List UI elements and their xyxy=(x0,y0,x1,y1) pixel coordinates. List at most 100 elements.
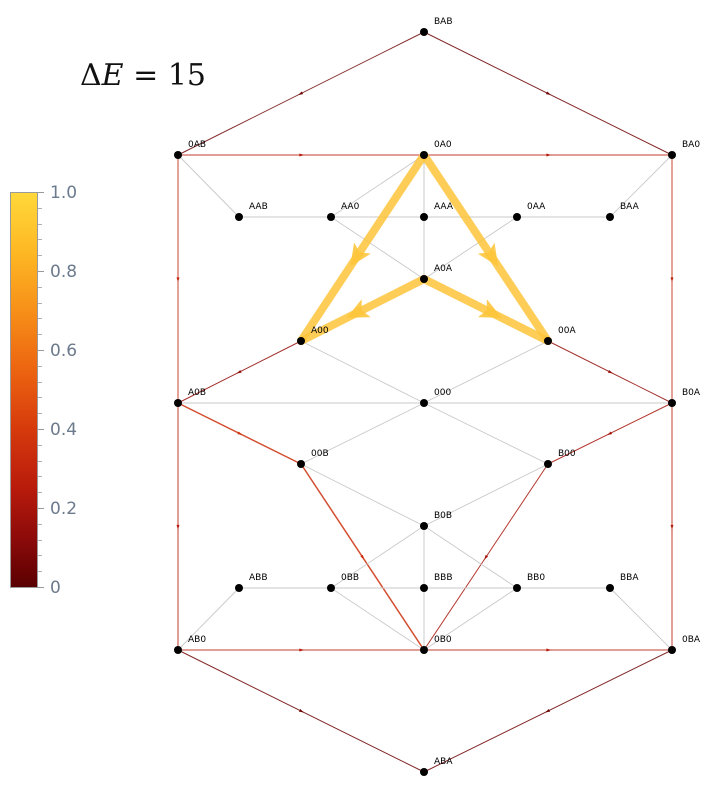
colorbar-minor-tick xyxy=(38,571,42,573)
colorbar-minor-tick xyxy=(38,444,42,446)
edge-000-00A xyxy=(423,340,549,404)
colorbar-minor-tick xyxy=(38,523,42,525)
node-00B xyxy=(297,460,305,468)
edge-arrowhead xyxy=(670,277,674,283)
edge-000-B00 xyxy=(423,402,549,465)
node-0A0 xyxy=(420,151,428,159)
flow-arrowhead xyxy=(477,299,503,319)
edge-A0A-0AA xyxy=(423,216,518,280)
equals-sign: = xyxy=(133,58,159,93)
colorbar-minor-tick xyxy=(38,207,42,209)
flow-A0A-00A xyxy=(420,275,552,345)
colorbar-minor-tick xyxy=(38,365,42,367)
edge-arrowhead xyxy=(546,153,552,157)
flow-0A0-00A xyxy=(420,151,552,345)
colorbar-tick xyxy=(38,429,44,430)
node-0AB xyxy=(174,151,182,159)
colorbar-label: 0.2 xyxy=(50,499,78,519)
node-AB0 xyxy=(174,646,182,654)
node-label-BAB: BAB xyxy=(434,17,453,27)
colorbar-tick xyxy=(38,350,44,351)
node-BBB xyxy=(420,584,428,592)
node-label-B0A: B0A xyxy=(682,388,701,398)
edge-arrowhead xyxy=(545,91,551,95)
edge-AA0-0A0 xyxy=(330,154,425,218)
node-0BB xyxy=(327,584,335,592)
node-A00 xyxy=(297,337,305,345)
node-label-A00: A00 xyxy=(311,326,329,336)
colorbar-minor-tick xyxy=(38,286,42,288)
edge-arrowhead xyxy=(176,524,180,530)
colorbar-minor-tick xyxy=(38,318,42,320)
edge-arrowhead xyxy=(670,524,674,530)
colorbar-tick xyxy=(38,271,44,272)
flow-A0A-A00 xyxy=(297,275,428,345)
edge-BBA-0BA xyxy=(609,587,673,651)
edge-arrowhead xyxy=(298,708,304,713)
edge-B0B-0BB xyxy=(330,525,425,589)
node-0AA xyxy=(513,213,521,221)
colorbar-minor-tick xyxy=(38,539,42,541)
node-label-0BB: 0BB xyxy=(341,573,359,583)
edge-arrowhead xyxy=(607,369,613,374)
edge-0AB-AAB xyxy=(177,154,240,218)
node-label-AAA: AAA xyxy=(434,202,454,212)
node-AAB xyxy=(235,213,243,221)
colorbar-label: 0.8 xyxy=(50,262,78,282)
colorbar-minor-tick xyxy=(38,460,42,462)
node-label-BBA: BBA xyxy=(620,573,639,583)
node-label-BBB: BBB xyxy=(434,573,453,583)
node-label-BAA: BAA xyxy=(620,202,640,212)
node-label-0B0: 0B0 xyxy=(434,635,452,645)
node-layer: BAB 0AB 0A0 BA0 AAB AA0 AAA 0AA BAA A0A A00 00A A0B 0… xyxy=(174,17,701,776)
edge-layer xyxy=(176,31,674,773)
flow-arrowhead xyxy=(477,242,499,267)
node-B0A xyxy=(668,399,676,407)
flow-0A0-A00 xyxy=(297,151,428,345)
energy-symbol: E xyxy=(101,58,124,93)
edge-0BB-0B0 xyxy=(330,587,425,651)
node-A0A xyxy=(420,275,428,283)
node-label-00B: 00B xyxy=(311,449,329,459)
node-label-000: 000 xyxy=(434,388,451,398)
colorbar-minor-tick xyxy=(38,302,42,304)
colorbar-label: 0.6 xyxy=(50,341,78,361)
node-label-B00: B00 xyxy=(558,449,576,459)
edge-B0B-BB0 xyxy=(423,525,518,589)
node-label-ABA: ABA xyxy=(434,757,453,767)
node-label-BB0: BB0 xyxy=(527,573,545,583)
node-000 xyxy=(420,399,428,407)
node-ABB xyxy=(235,584,243,592)
edge-arrowhead xyxy=(299,153,305,157)
edge-arrowhead xyxy=(360,554,365,560)
edge-arrowhead xyxy=(607,431,613,435)
node-BA0 xyxy=(668,151,676,159)
edge-BAA-BA0 xyxy=(609,154,673,218)
colorbar-minor-tick xyxy=(38,476,42,478)
delta-e-title: ΔE = 15 xyxy=(80,58,206,93)
node-ABA xyxy=(420,768,428,776)
node-BB0 xyxy=(513,584,521,592)
edge-B0B-B00 xyxy=(423,463,549,527)
node-label-0AA: 0AA xyxy=(527,202,546,212)
node-A0B xyxy=(174,399,182,407)
node-00A xyxy=(544,337,552,345)
node-label-0BA: 0BA xyxy=(682,635,701,645)
colorbar-minor-tick xyxy=(38,397,42,399)
edge-arrowhead xyxy=(546,648,552,652)
colorbar-minor-tick xyxy=(38,381,42,383)
colorbar-minor-tick xyxy=(38,223,42,225)
colorbar-label: 1.0 xyxy=(50,183,78,203)
colorbar-minor-tick xyxy=(38,239,42,241)
delta-symbol: Δ xyxy=(80,58,102,93)
edge-arrowhead xyxy=(298,91,304,95)
colorbar-tick xyxy=(38,192,44,193)
node-B00 xyxy=(544,460,552,468)
edge-AA0-A0A xyxy=(330,216,425,280)
colorbar-minor-tick xyxy=(38,413,42,415)
colorbar-minor-tick xyxy=(38,255,42,257)
node-label-B0B: B0B xyxy=(434,511,452,521)
node-label-AB0: AB0 xyxy=(188,635,206,645)
colorbar-tick xyxy=(38,587,44,588)
